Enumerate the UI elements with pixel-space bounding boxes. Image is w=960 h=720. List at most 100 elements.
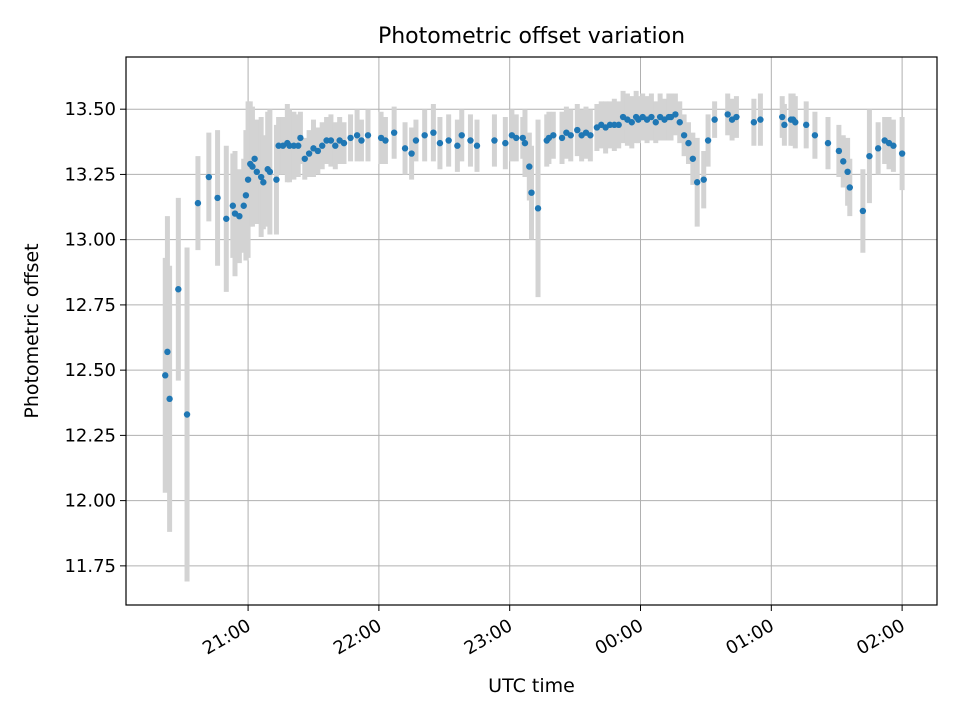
data-point — [473, 142, 481, 149]
data-point — [364, 132, 372, 139]
data-point — [781, 121, 788, 129]
data-point — [676, 119, 683, 126]
y-tick-label-7: 13.50 — [64, 99, 116, 120]
data-point — [251, 155, 258, 162]
data-point — [240, 202, 247, 209]
data-point — [521, 139, 529, 147]
data-point — [358, 137, 365, 144]
data-point — [408, 150, 415, 157]
data-point — [327, 137, 335, 144]
data-point — [693, 179, 701, 186]
data-point — [257, 173, 265, 181]
x-axis-label: UTC time — [488, 675, 575, 697]
data-point — [866, 152, 873, 160]
data-point — [260, 179, 267, 186]
data-point — [874, 145, 882, 152]
data-point — [840, 158, 847, 165]
data-points — [162, 111, 906, 418]
data-point — [297, 134, 304, 142]
data-point — [353, 132, 361, 139]
data-point — [412, 137, 420, 144]
data-point — [704, 137, 712, 144]
data-point — [421, 132, 428, 139]
y-tick-label-6: 13.25 — [64, 164, 116, 185]
data-point — [628, 119, 635, 126]
data-point — [700, 176, 707, 183]
data-point — [680, 132, 688, 139]
data-point — [253, 168, 261, 176]
data-point — [672, 111, 679, 118]
data-point — [164, 348, 171, 356]
data-point — [305, 150, 313, 157]
data-point — [574, 126, 581, 134]
data-point — [534, 205, 542, 212]
data-point — [526, 163, 533, 170]
data-point — [750, 119, 758, 126]
data-point — [175, 286, 182, 293]
data-point — [528, 189, 535, 196]
data-point — [519, 134, 526, 142]
data-point — [229, 202, 237, 209]
data-point — [244, 176, 252, 183]
data-point — [779, 113, 786, 121]
data-point — [550, 132, 557, 139]
data-point — [467, 137, 474, 144]
data-point — [757, 116, 764, 123]
data-point — [223, 215, 230, 222]
data-point — [295, 142, 302, 149]
data-point — [733, 113, 740, 121]
data-point — [273, 176, 280, 183]
data-point — [615, 121, 622, 129]
data-point — [162, 372, 169, 379]
y-tick-label-1: 12.00 — [64, 491, 116, 512]
data-point — [458, 132, 465, 139]
data-point — [711, 116, 718, 123]
data-point — [802, 121, 810, 129]
y-axis-label: Photometric offset — [21, 243, 43, 418]
data-point — [844, 168, 851, 176]
data-point — [567, 132, 574, 139]
data-point — [205, 173, 213, 181]
y-tick-label-4: 12.75 — [64, 295, 116, 316]
plot-frame — [125, 56, 938, 606]
data-point — [513, 134, 520, 142]
data-point — [792, 119, 799, 126]
data-point — [401, 145, 409, 152]
chart-title: Photometric offset variation — [378, 24, 685, 49]
data-point — [724, 111, 731, 118]
data-point — [685, 139, 692, 147]
data-point — [249, 163, 256, 170]
data-point — [382, 137, 389, 144]
data-point — [454, 142, 461, 149]
data-point — [558, 134, 566, 142]
data-point — [587, 132, 594, 139]
data-point — [491, 137, 498, 144]
y-tick-label-3: 12.50 — [64, 360, 116, 381]
data-point — [430, 129, 437, 136]
data-point — [319, 142, 326, 149]
data-point — [214, 194, 221, 202]
y-axis-ticks: 11.75 12.00 12.25 12.50 12.75 13.00 13.25 13.50 — [64, 99, 126, 577]
data-point — [332, 142, 339, 149]
data-point — [314, 147, 322, 155]
data-point — [340, 139, 348, 147]
data-point — [436, 139, 444, 147]
data-point — [689, 155, 697, 162]
data-point — [242, 192, 250, 199]
data-point — [194, 199, 202, 207]
y-tick-label-5: 13.00 — [64, 230, 116, 251]
data-point — [835, 147, 843, 155]
data-point — [266, 168, 274, 176]
data-point — [859, 207, 867, 215]
data-point — [811, 132, 819, 139]
data-point — [824, 139, 832, 147]
data-point — [890, 142, 897, 149]
data-point — [236, 212, 243, 220]
data-point — [846, 184, 853, 191]
data-point — [502, 139, 509, 147]
y-tick-label-0: 11.75 — [64, 556, 116, 577]
data-point — [445, 137, 452, 144]
y-tick-label-2: 12.25 — [64, 425, 116, 446]
data-point — [301, 155, 308, 162]
